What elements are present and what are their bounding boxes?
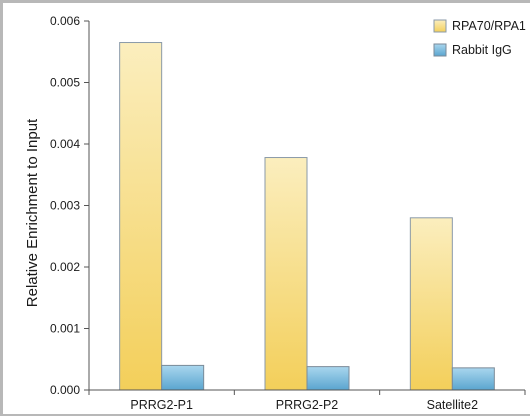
bar-rpa70 bbox=[119, 42, 163, 391]
x-tick-label: Satellite2 bbox=[427, 398, 478, 412]
bar-chart: Relative Enrichment to Input 0.0000.0010… bbox=[24, 14, 526, 412]
bar-rabbit-igg bbox=[451, 367, 495, 391]
bar-rpa70 bbox=[409, 217, 453, 391]
y-axis-label: Relative Enrichment to Input bbox=[24, 118, 41, 307]
x-label-group: PRRG2-P1 PRRG2-P2 Satellite2 bbox=[88, 390, 526, 412]
legend-swatch bbox=[433, 43, 447, 57]
y-tick-group: 0.000 0.001 0.002 0.003 0.004 0.005 0.006 bbox=[50, 14, 89, 397]
bar-rabbit-igg bbox=[306, 366, 350, 391]
y-tick-label: 0.006 bbox=[50, 14, 80, 28]
y-tick-label: 0.000 bbox=[50, 383, 80, 397]
legend-label: Rabbit IgG bbox=[452, 43, 512, 57]
y-tick-label: 0.003 bbox=[50, 199, 80, 213]
legend: RPA70/RPA1 Rabbit IgG bbox=[433, 19, 526, 57]
bar-rpa70 bbox=[264, 157, 308, 391]
y-tick-label: 0.005 bbox=[50, 76, 80, 90]
y-tick-label: 0.004 bbox=[50, 137, 80, 151]
bars-group bbox=[119, 42, 495, 391]
x-tick-label: PRRG2-P2 bbox=[276, 398, 339, 412]
y-tick-label: 0.002 bbox=[50, 260, 80, 274]
y-tick-label: 0.001 bbox=[50, 322, 80, 336]
legend-swatch bbox=[433, 19, 447, 33]
legend-label: RPA70/RPA1 bbox=[452, 19, 526, 33]
x-tick-label: PRRG2-P1 bbox=[130, 398, 193, 412]
bar-rabbit-igg bbox=[161, 364, 205, 391]
